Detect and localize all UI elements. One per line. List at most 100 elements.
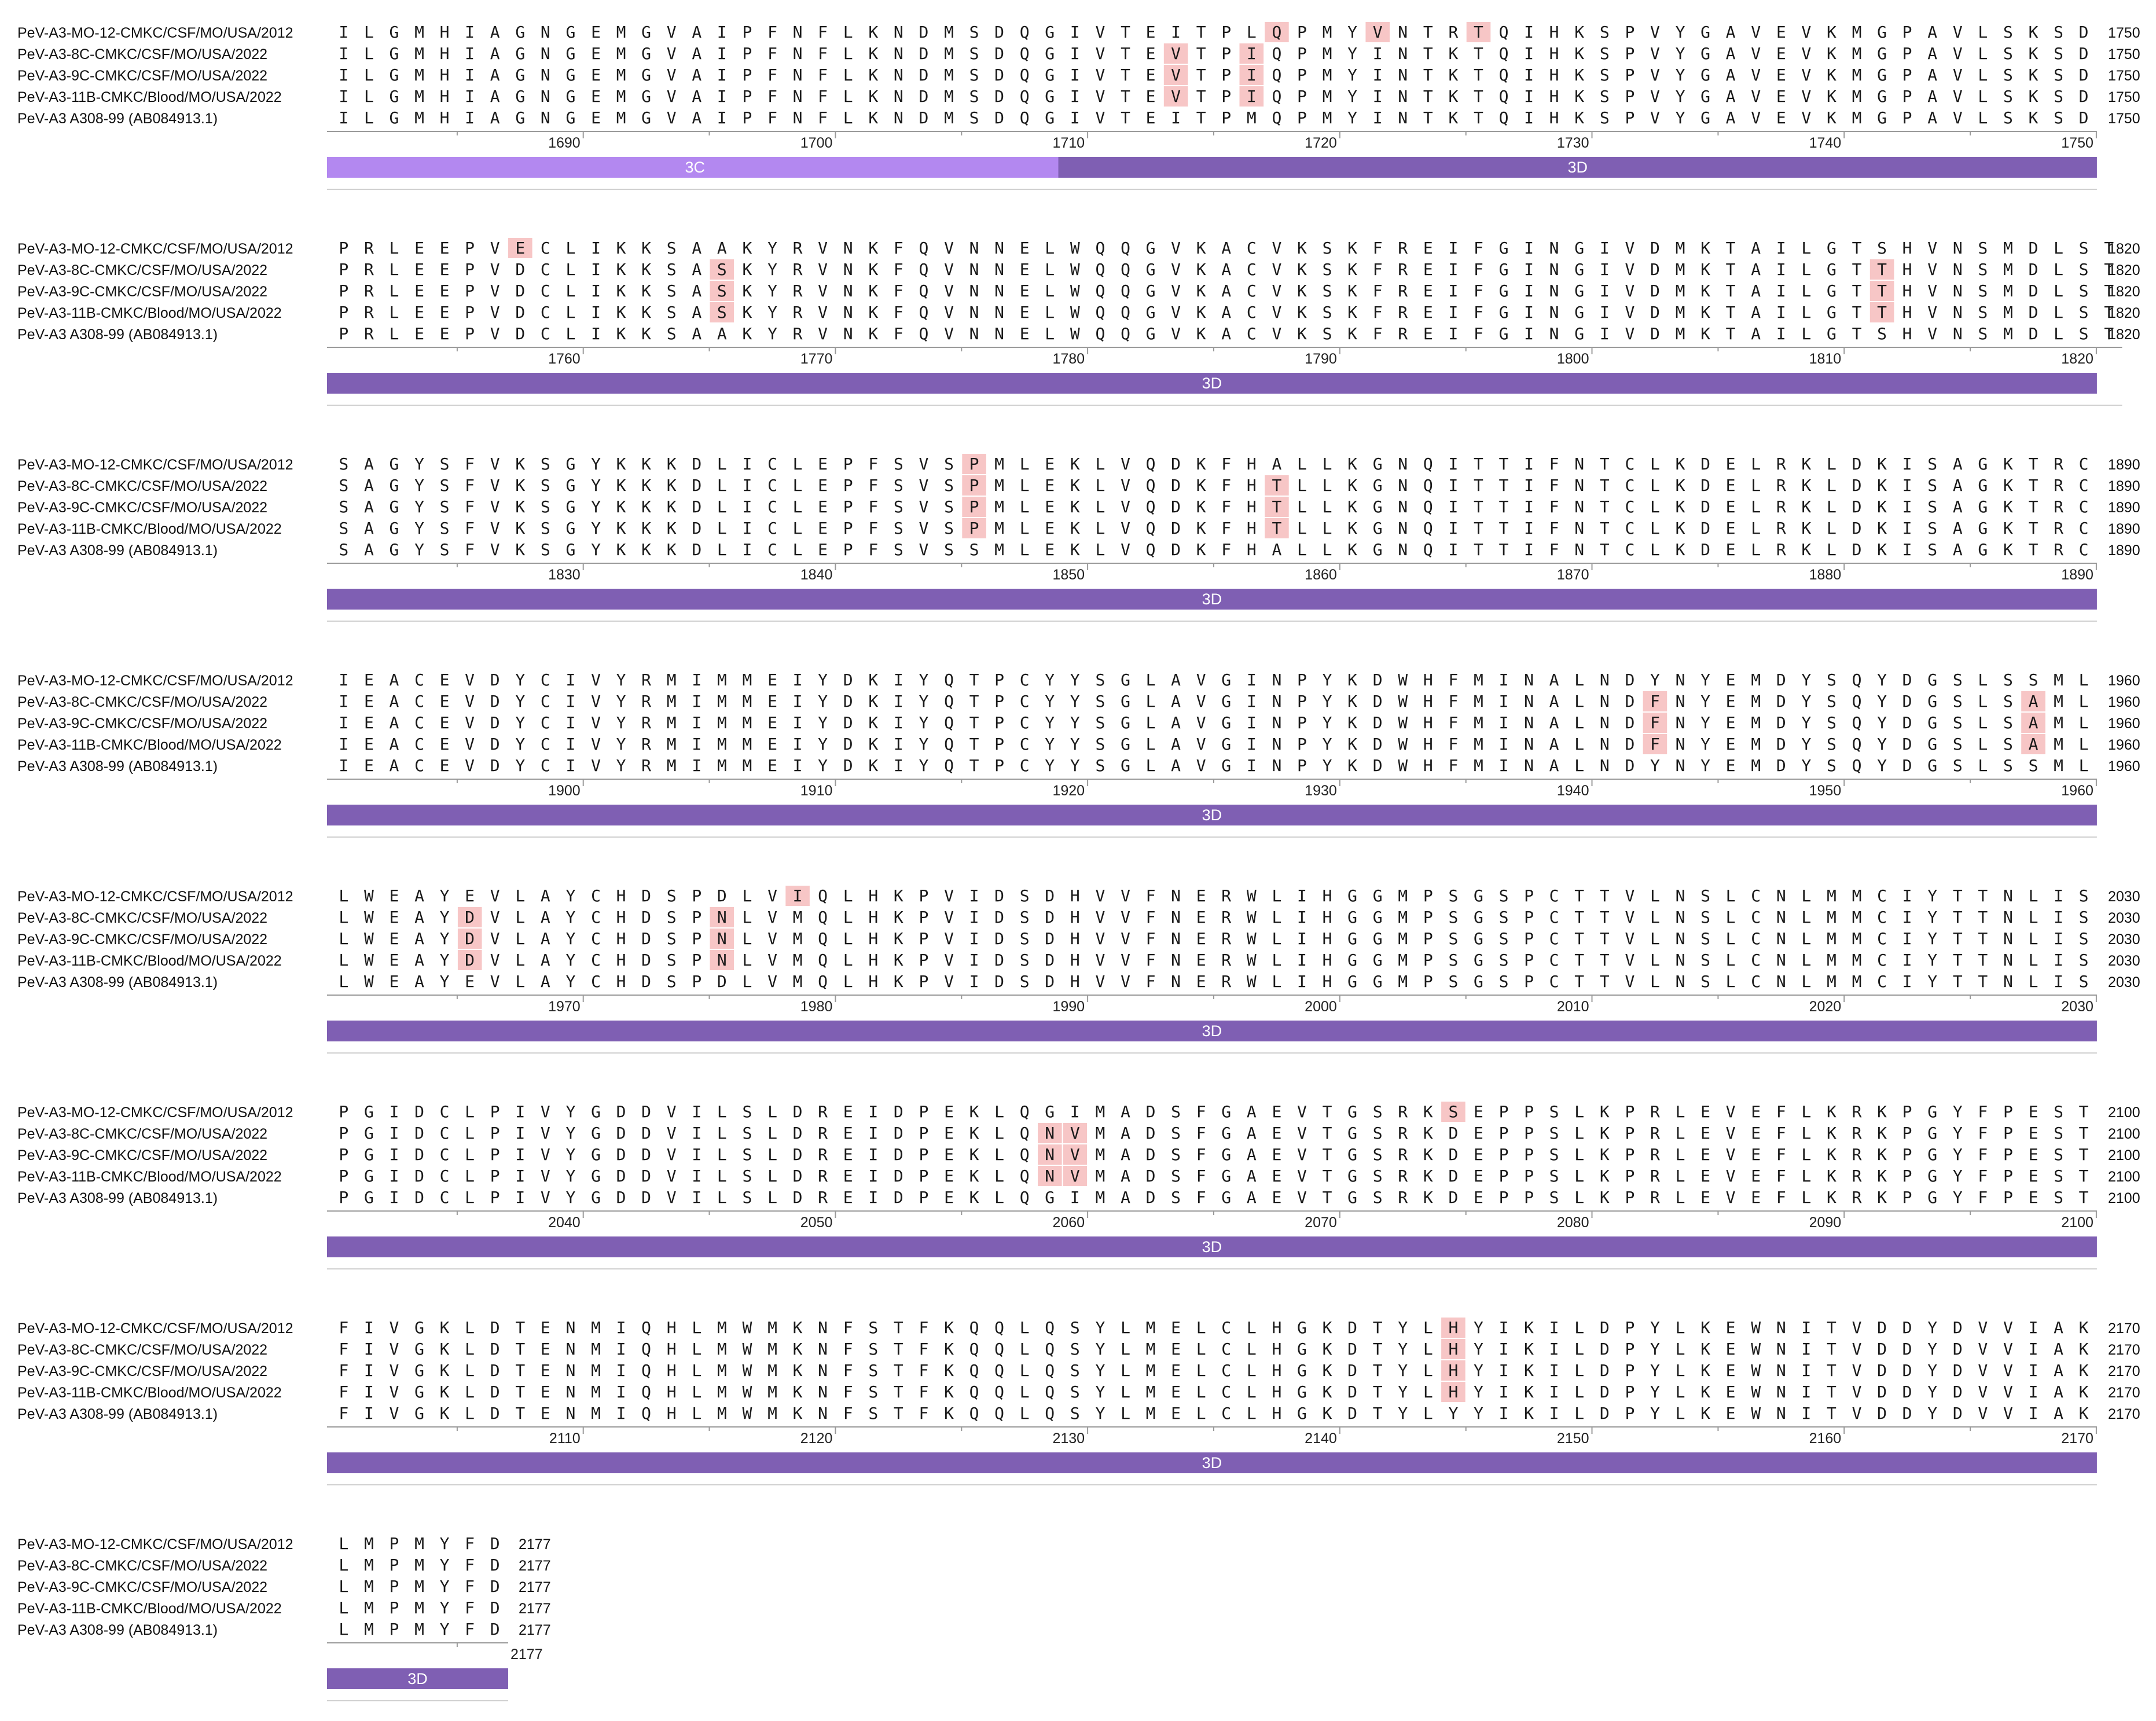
- residue: T: [1978, 929, 1988, 948]
- ruler-tick-label: 1920: [1052, 783, 1085, 799]
- residue: K: [1347, 238, 1357, 258]
- residue: Y: [616, 692, 626, 711]
- residue: E: [1700, 1124, 1710, 1143]
- residue: I: [1499, 1340, 1509, 1359]
- residue: E: [944, 1124, 954, 1143]
- residue: D: [414, 1124, 424, 1143]
- residue: M: [994, 454, 1004, 474]
- residue: E: [843, 1102, 853, 1121]
- residue: I: [1524, 44, 1534, 63]
- residue: T: [1423, 108, 1433, 127]
- residue: K: [742, 238, 752, 258]
- residue: C: [1751, 886, 1761, 905]
- residue: A: [389, 735, 399, 754]
- residue: W: [364, 929, 374, 948]
- residue: T: [1877, 303, 1887, 322]
- residue: M: [667, 670, 677, 689]
- residue: M: [2003, 281, 2013, 300]
- residue: Q: [1423, 497, 1433, 516]
- residue: D: [1902, 1382, 1912, 1401]
- residue: L: [2079, 713, 2089, 732]
- residue: K: [1347, 281, 1357, 300]
- residue: D: [843, 692, 853, 711]
- residue: G: [414, 1318, 424, 1337]
- residue: K: [868, 108, 878, 127]
- residue: G: [1221, 1166, 1231, 1186]
- residue: L: [1247, 1361, 1257, 1380]
- ruler-tick-label: 1720: [1305, 135, 1337, 151]
- residue: D: [692, 476, 701, 495]
- residue: R: [1221, 886, 1231, 905]
- residue: W: [1070, 303, 1080, 322]
- residue: Q: [1045, 1404, 1055, 1423]
- residue: P: [490, 1102, 500, 1121]
- residue: H: [1902, 324, 1912, 343]
- residue: Y: [1650, 1340, 1660, 1359]
- residue: P: [843, 454, 853, 474]
- residue: Y: [1877, 713, 1887, 732]
- residue: N: [2003, 972, 2013, 991]
- residue: E: [1146, 65, 1156, 85]
- residue: K: [1827, 44, 1837, 63]
- residue: D: [919, 65, 928, 85]
- residue: F: [1196, 1188, 1206, 1207]
- residue: V: [1726, 1102, 1736, 1121]
- residue: N: [894, 23, 903, 42]
- residue: P: [1297, 23, 1307, 42]
- residue: G: [1347, 951, 1357, 970]
- residue: D: [641, 951, 651, 970]
- residue: T: [1852, 238, 1862, 258]
- residue: D: [919, 108, 928, 127]
- residue: G: [515, 23, 525, 42]
- residue: Y: [440, 1534, 450, 1553]
- ruler-tick-label: 2160: [1809, 1430, 1842, 1447]
- residue: C: [1751, 929, 1761, 948]
- residue: L: [1650, 540, 1660, 559]
- residue: N: [793, 87, 803, 106]
- variant-highlight: [1038, 1123, 1062, 1143]
- residue: L: [1247, 23, 1257, 42]
- residue: T: [1827, 1404, 1837, 1423]
- residue: S: [1953, 670, 1963, 689]
- residue: L: [1827, 476, 1837, 495]
- residue: P: [339, 1166, 348, 1186]
- residue: D: [894, 1188, 903, 1207]
- residue: I: [868, 1145, 878, 1164]
- residue: N: [894, 65, 903, 85]
- residue: E: [1726, 540, 1736, 559]
- residue: E: [1045, 454, 1055, 474]
- region-bar: [327, 1452, 2097, 1473]
- residue: H: [1549, 44, 1559, 63]
- residue: T: [1600, 886, 1610, 905]
- residue: Y: [1953, 1102, 1963, 1121]
- residue: K: [2079, 1340, 2089, 1359]
- residue: M: [742, 756, 752, 775]
- residue: D: [1953, 1318, 1963, 1337]
- residue: D: [1146, 1102, 1156, 1121]
- residue: T: [515, 1382, 525, 1401]
- residue: Y: [565, 972, 575, 991]
- residue: P: [1297, 692, 1307, 711]
- residue: V: [818, 303, 828, 322]
- residue: L: [692, 1361, 701, 1380]
- residue: N: [1398, 476, 1408, 495]
- residue: V: [490, 886, 500, 905]
- residue: S: [969, 108, 979, 127]
- residue: D: [1877, 1318, 1887, 1337]
- residue: V: [944, 951, 954, 970]
- residue: L: [2054, 324, 2063, 343]
- residue: F: [1776, 1102, 1786, 1121]
- residue: Y: [440, 908, 450, 927]
- residue: R: [1221, 951, 1231, 970]
- variant-highlight: [1365, 22, 1390, 42]
- residue: G: [1121, 756, 1130, 775]
- residue: H: [1070, 908, 1080, 927]
- residue: M: [994, 540, 1004, 559]
- row-end-position: 2100: [2108, 1190, 2140, 1206]
- residue: L: [1297, 540, 1307, 559]
- residue: I: [565, 670, 575, 689]
- residue: V: [1121, 951, 1130, 970]
- residue: D: [1650, 303, 1660, 322]
